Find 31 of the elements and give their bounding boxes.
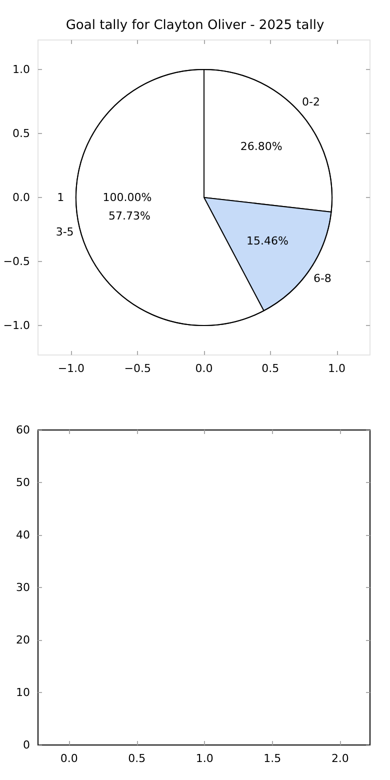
y-tick-label: 0.0 (12, 191, 30, 204)
data-label: 57.73% (108, 209, 150, 222)
slice-label: 0-2 (302, 95, 320, 108)
y-tick-label: 50 (16, 476, 30, 489)
x-tick-label: 1.0 (196, 752, 214, 765)
x-tick-label: 0.5 (262, 362, 280, 375)
data-label: 26.80% (240, 140, 282, 153)
x-tick-label: 0.5 (128, 752, 146, 765)
x-tick-label: 1.5 (264, 752, 282, 765)
x-tick-label: −1.0 (58, 362, 85, 375)
slice-label: 6-8 (313, 272, 332, 285)
y-tick-label: 0 (23, 738, 30, 752)
data-label: 15.46% (246, 234, 288, 248)
y-tick-label: 0.5 (12, 126, 30, 140)
y-tick-label: −1.0 (3, 319, 30, 332)
y-tick-label: 30 (16, 581, 30, 594)
data-label: 100.00% (102, 191, 152, 204)
y-tick-label: 60 (16, 424, 30, 436)
x-tick-label: 0.0 (195, 362, 213, 375)
y-tick-label: −0.5 (3, 255, 30, 268)
slice-label: 3-5 (56, 226, 74, 239)
x-tick-label: 2.0 (331, 752, 349, 765)
y-tick-label: 10 (16, 686, 30, 699)
slice-label: 1 (57, 191, 64, 204)
x-tick-label: −0.5 (124, 362, 151, 375)
chart-title: Goal tally for Clayton Oliver - 2025 tally (66, 18, 324, 33)
y-tick-label: 40 (16, 528, 30, 542)
y-tick-label: 1.0 (12, 62, 30, 76)
x-tick-label: 1.0 (328, 362, 346, 375)
x-tick-label: 0.0 (60, 752, 78, 765)
y-tick-label: 20 (16, 634, 30, 646)
